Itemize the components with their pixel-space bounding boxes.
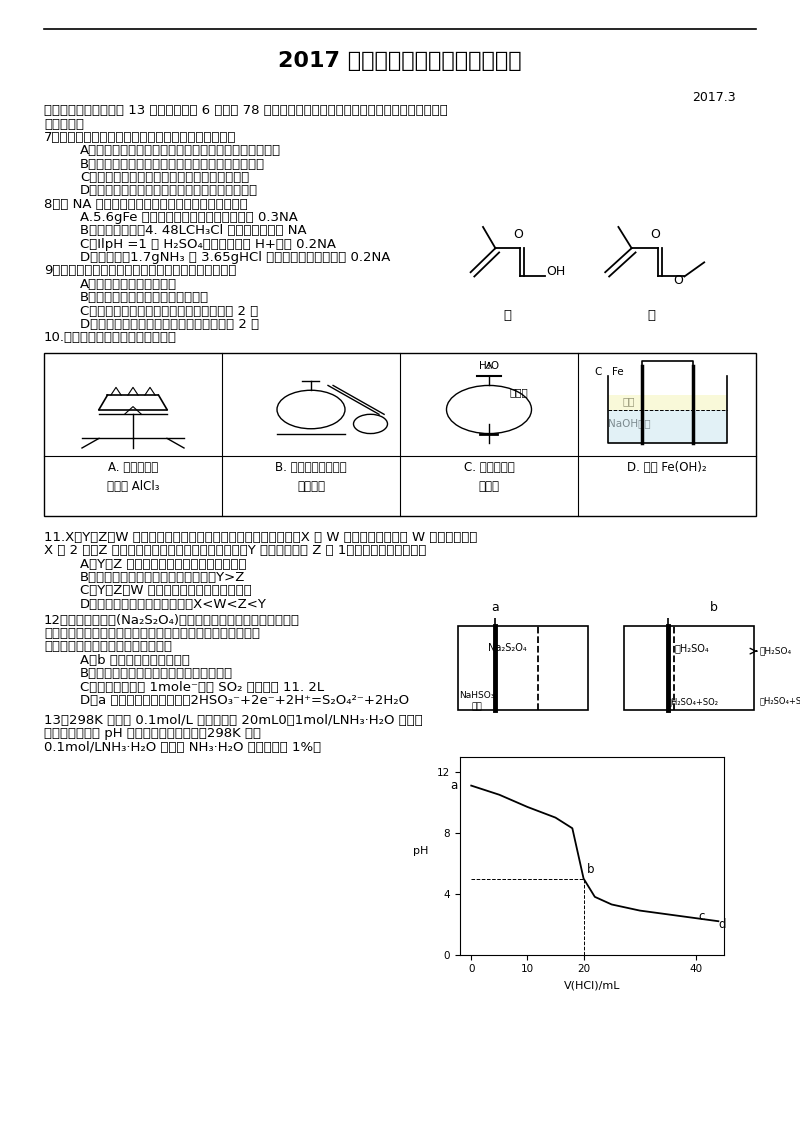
Text: O: O	[673, 274, 682, 286]
Text: B．最高价氧化物对应水化物的碱性：Y>Z: B．最高价氧化物对应水化物的碱性：Y>Z	[80, 571, 246, 584]
Text: D．原子半径由小到大的顺序：X<W<Z<Y: D．原子半径由小到大的顺序：X<W<Z<Y	[80, 598, 267, 610]
Text: 止水夹: 止水夹	[509, 387, 528, 397]
Text: C. 检查装置的
气密性: C. 检查装置的 气密性	[464, 461, 514, 492]
Text: d: d	[718, 918, 726, 931]
Text: 9．有机物甲、乙的结构如图所示，下列说法正确的是: 9．有机物甲、乙的结构如图所示，下列说法正确的是	[44, 265, 236, 277]
Text: 10.下列实验不能达到实验目的的是: 10.下列实验不能达到实验目的的是	[44, 332, 177, 344]
Text: B. 分离乙酸钠和乙醇
的混合液: B. 分离乙酸钠和乙醇 的混合液	[275, 461, 347, 492]
Text: C．电路中每转移 1mole⁻消耗 SO₂ 的体积为 11. 2L: C．电路中每转移 1mole⁻消耗 SO₂ 的体积为 11. 2L	[80, 680, 324, 694]
Text: O: O	[650, 229, 660, 241]
Text: D．与乙具有相同官能团的同分异构体还有 2 种: D．与乙具有相同官能团的同分异构体还有 2 种	[80, 318, 259, 331]
Text: B．甲、乙都能发生取代、加成反应: B．甲、乙都能发生取代、加成反应	[80, 291, 209, 305]
Text: 业常用惰性电极电解亚硫酸氢钠的方法制备连二亚硫酸钠，原: 业常用惰性电极电解亚硫酸氢钠的方法制备连二亚硫酸钠，原	[44, 627, 260, 640]
Text: A．甲、乙互为同分异构体: A．甲、乙互为同分异构体	[80, 277, 177, 291]
Text: D．利用催化剂可将汽车尾气全部转化为无害气体: D．利用催化剂可将汽车尾气全部转化为无害气体	[80, 185, 258, 197]
Bar	[458, 626, 587, 710]
Text: 7．下列关于化学与食品、能源、环保等说法正确的是: 7．下列关于化学与食品、能源、环保等说法正确的是	[44, 131, 237, 144]
Text: A．Y、Z 着火时均可用泡沫灭火器进行灭火: A．Y、Z 着火时均可用泡沫灭火器进行灭火	[80, 558, 246, 571]
Text: 浓H₂SO₄: 浓H₂SO₄	[675, 643, 710, 653]
Text: 目要求的）: 目要求的）	[44, 118, 84, 130]
Text: 乙: 乙	[647, 309, 655, 321]
Text: NaHSO₃: NaHSO₃	[459, 691, 494, 700]
Text: D．常温下，1.7gNH₃ 和 3.65gHCl 混合后，气体分子数为 0.2NA: D．常温下，1.7gNH₃ 和 3.65gHCl 混合后，气体分子数为 0.2N…	[80, 251, 390, 264]
Text: 2017 届德州一模高三理科综合试题: 2017 届德州一模高三理科综合试题	[278, 51, 522, 71]
Text: OH: OH	[546, 265, 566, 278]
Text: C: C	[594, 367, 602, 377]
Text: 2017.3: 2017.3	[692, 91, 736, 103]
Text: C．利用太阳能代替化石燃料，可改善空气质量: C．利用太阳能代替化石燃料，可改善空气质量	[80, 171, 250, 183]
Text: a: a	[450, 779, 457, 792]
Bar	[607, 395, 726, 410]
Text: 稀H₂SO₄+SO₂: 稀H₂SO₄+SO₂	[760, 696, 800, 705]
Text: 甲: 甲	[504, 309, 512, 321]
Y-axis label: pH: pH	[413, 846, 428, 856]
Text: A. 蒸发氯化铝
溶液得 AlCl₃: A. 蒸发氯化铝 溶液得 AlCl₃	[106, 461, 159, 492]
Text: 溶液: 溶液	[471, 703, 482, 712]
Bar	[44, 353, 756, 516]
Text: 滴定过程中溶液 pH 变化如图所示。已知：298K 时，: 滴定过程中溶液 pH 变化如图所示。已知：298K 时，	[44, 727, 261, 740]
Bar	[607, 410, 726, 444]
Text: C．IlpH =1 的 H₂SO₄溶液中含有的 H+数为 0.2NA: C．IlpH =1 的 H₂SO₄溶液中含有的 H+数为 0.2NA	[80, 238, 336, 250]
Text: 煤油: 煤油	[622, 396, 634, 406]
Text: Na₂S₂O₄: Na₂S₂O₄	[488, 643, 527, 653]
Text: B．标准状况下，4. 48LCH₃Cl 中所含原子数为 NA: B．标准状况下，4. 48LCH₃Cl 中所含原子数为 NA	[80, 224, 306, 238]
Text: H₂O: H₂O	[479, 361, 499, 371]
Text: 8．设 NA 为阿伏加德罗常数的值，下列说法正确的是: 8．设 NA 为阿伏加德罗常数的值，下列说法正确的是	[44, 198, 248, 211]
Text: A.5.6gFe 在氧气中完全燃烧转移电子数为 0.3NA: A.5.6gFe 在氧气中完全燃烧转移电子数为 0.3NA	[80, 211, 298, 224]
Text: C．Y、Z、W 的简单离子都能促进水的电离: C．Y、Z、W 的简单离子都能促进水的电离	[80, 584, 252, 598]
Text: NaOH溶液: NaOH溶液	[609, 418, 651, 428]
Text: O: O	[513, 229, 522, 241]
Text: 一、选择题（本题包括 13 小题，每小题 6 分，共 78 分，在每小题给出的四个选项中，只有一项是符合题: 一、选择题（本题包括 13 小题，每小题 6 分，共 78 分，在每小题给出的四…	[44, 104, 448, 117]
Text: D. 制备 Fe(OH)₂: D. 制备 Fe(OH)₂	[627, 461, 707, 473]
Text: C．与甲具有相同官能团的同分异构体还有 2 种: C．与甲具有相同官能团的同分异构体还有 2 种	[80, 305, 258, 317]
Text: a: a	[491, 601, 499, 615]
Text: 浓H₂SO₄: 浓H₂SO₄	[760, 646, 792, 655]
Text: b: b	[710, 601, 718, 615]
Text: b: b	[586, 863, 594, 875]
Text: c: c	[698, 910, 705, 924]
Text: D．a 电极的电极反应式为：2HSO₃⁻+2e⁻+2H⁺=S₂O₄²⁻+2H₂O: D．a 电极的电极反应式为：2HSO₃⁻+2e⁻+2H⁺=S₂O₄²⁻+2H₂O	[80, 694, 409, 706]
Text: A．为避免废旧电池中重金属对环境的污染，可将其深埋: A．为避免废旧电池中重金属对环境的污染，可将其深埋	[80, 144, 281, 157]
X-axis label: V(HCl)/mL: V(HCl)/mL	[564, 980, 620, 990]
Text: 11.X、Y、Z、W 是四种原子序数依次增大的短周期元素。已知：X 与 W 位于同一主族，且 W 的原子序数是: 11.X、Y、Z、W 是四种原子序数依次增大的短周期元素。已知：X 与 W 位于…	[44, 531, 478, 543]
Text: 理装置如图所示，下列说法正确的是: 理装置如图所示，下列说法正确的是	[44, 641, 172, 653]
Text: Fe: Fe	[613, 367, 624, 377]
Text: A．b 电极应该接电源的负极: A．b 电极应该接电源的负极	[80, 654, 190, 667]
Text: B．为防止海鲜产品腐烂，可将其浸泡在甲醛溶液中: B．为防止海鲜产品腐烂，可将其浸泡在甲醛溶液中	[80, 157, 265, 171]
Text: 13．298K 时，用 0.1mol/L 的盐酸滴定 20mL0．1mol/LNH₃·H₂O 溶液，: 13．298K 时，用 0.1mol/L 的盐酸滴定 20mL0．1mol/LN…	[44, 714, 422, 727]
Text: X 的 2 倍，Z 是同周期中简单离子半径最小的元素，Y 的原子序数比 Z 小 1。下列说法不正确的是: X 的 2 倍，Z 是同周期中简单离子半径最小的元素，Y 的原子序数比 Z 小 …	[44, 544, 426, 557]
Text: 0.1mol/LNH₃·H₂O 溶液中 NH₃·H₂O 的电离度为 1%，: 0.1mol/LNH₃·H₂O 溶液中 NH₃·H₂O 的电离度为 1%，	[44, 740, 321, 754]
Bar	[625, 626, 754, 710]
Text: B．装置中所用离子交换膜为阴离子交换膜: B．装置中所用离子交换膜为阴离子交换膜	[80, 667, 233, 680]
Text: 12．连二亚硫酸钠(Na₂S₂O₄)俗称保险粉，是一种强还原剂。工: 12．连二亚硫酸钠(Na₂S₂O₄)俗称保险粉，是一种强还原剂。工	[44, 614, 300, 627]
Text: 稀H₂SO₄+SO₂: 稀H₂SO₄+SO₂	[666, 697, 718, 706]
